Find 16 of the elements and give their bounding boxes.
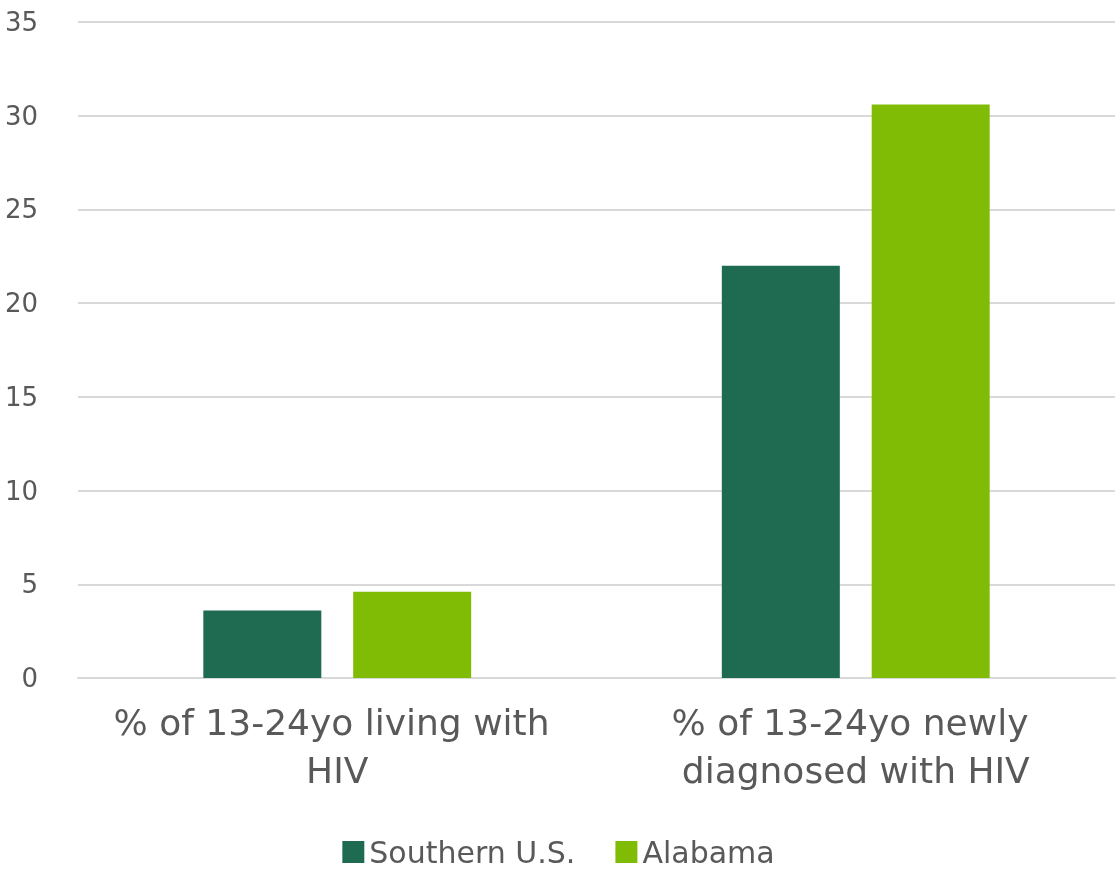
bar [871, 104, 990, 678]
bar [721, 265, 840, 678]
x-tick-label: % of 13-24yo living with HIV [113, 701, 561, 791]
y-tick-label: 0 [21, 663, 38, 693]
y-tick-label: 5 [21, 569, 38, 600]
y-tick-label: 10 [4, 475, 38, 506]
legend-label: Southern U.S. [369, 834, 576, 870]
bar [203, 610, 322, 678]
x-tick-label: % of 13-24yo newly diagnosed with HIV [671, 701, 1040, 791]
legend-label: Alabama [642, 834, 775, 870]
y-tick-label: 35 [4, 7, 38, 37]
y-tick-label: 30 [4, 100, 38, 131]
bar [353, 591, 472, 678]
y-tick-label: 20 [4, 288, 38, 319]
y-tick-label: 15 [4, 381, 38, 412]
y-tick-label: 25 [4, 194, 38, 225]
